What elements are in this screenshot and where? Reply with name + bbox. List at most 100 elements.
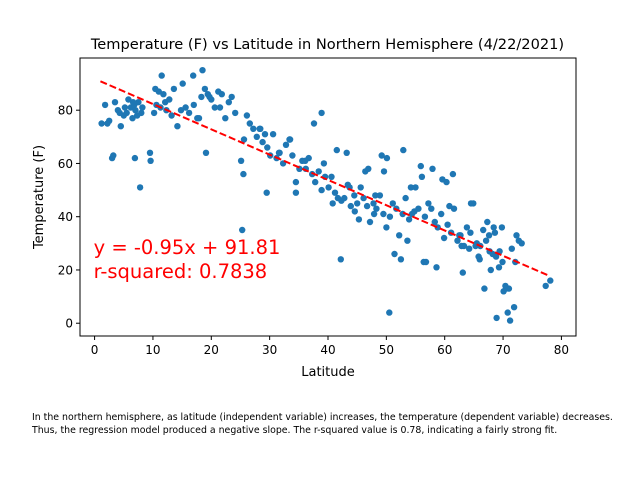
- data-point: [135, 99, 142, 106]
- data-point: [286, 136, 294, 143]
- data-point: [421, 213, 429, 220]
- data-point: [347, 202, 354, 210]
- data-point: [365, 165, 372, 172]
- data-point: [264, 144, 271, 151]
- data-point: [493, 314, 500, 322]
- data-point: [131, 154, 139, 162]
- data-point: [405, 216, 413, 223]
- data-point: [337, 256, 344, 263]
- data-point: [422, 258, 430, 266]
- data-point: [360, 194, 367, 202]
- data-point: [373, 205, 380, 212]
- data-point: [499, 258, 506, 266]
- data-point: [341, 194, 348, 202]
- data-point: [466, 245, 473, 252]
- data-point: [389, 200, 396, 207]
- data-point: [418, 173, 426, 180]
- data-point: [132, 107, 139, 114]
- data-point: [174, 123, 181, 130]
- data-point: [329, 200, 336, 207]
- plot-frame: [79, 57, 577, 337]
- data-point: [480, 226, 487, 234]
- data-point: [123, 109, 130, 117]
- data-point: [147, 157, 154, 164]
- data-point: [152, 85, 159, 93]
- data-point: [117, 123, 125, 130]
- data-point: [150, 109, 158, 117]
- y-tick-label: 80: [58, 104, 73, 118]
- regression-equation-label: y = -0.95x + 91.81: [94, 236, 281, 259]
- data-point: [198, 93, 205, 101]
- data-point: [383, 154, 391, 162]
- y-tick-label: 60: [58, 157, 73, 171]
- data-point: [136, 184, 144, 191]
- y-tick-label: 0: [65, 317, 73, 331]
- data-point: [433, 264, 440, 271]
- data-point: [199, 67, 206, 74]
- data-point: [407, 184, 415, 191]
- data-point: [495, 264, 503, 271]
- data-point: [282, 141, 290, 148]
- data-point: [454, 237, 461, 244]
- data-point: [411, 208, 418, 215]
- data-point: [190, 101, 197, 109]
- data-point: [318, 109, 325, 117]
- data-point: [195, 115, 203, 122]
- data-point: [259, 138, 266, 146]
- x-axis-label: Latitude: [301, 365, 355, 380]
- data-point: [391, 250, 398, 258]
- data-point: [518, 240, 525, 247]
- y-tick-label: 40: [58, 210, 73, 224]
- data-point: [354, 200, 361, 207]
- x-tick-label: 70: [495, 343, 510, 357]
- data-point: [482, 237, 490, 244]
- data-point: [111, 99, 119, 106]
- data-point: [370, 210, 378, 218]
- data-point: [402, 194, 409, 202]
- data-point: [490, 224, 497, 231]
- data-point: [121, 104, 129, 111]
- data-point: [542, 282, 549, 290]
- data-point: [225, 99, 232, 106]
- data-point: [325, 184, 332, 191]
- y-tick-label: 20: [58, 263, 73, 277]
- data-point: [417, 162, 424, 170]
- data-point: [129, 115, 136, 122]
- data-point: [292, 178, 300, 186]
- data-point: [239, 226, 246, 234]
- r-squared-label: r-squared: 0.7838: [94, 260, 268, 283]
- data-point: [383, 224, 390, 231]
- data-point: [467, 200, 475, 207]
- data-point: [146, 149, 154, 156]
- data-point: [467, 229, 474, 236]
- data-point: [160, 91, 167, 98]
- data-point: [444, 221, 451, 228]
- x-tick-label: 0: [91, 343, 99, 357]
- data-point: [315, 168, 322, 175]
- data-point: [484, 218, 491, 226]
- data-point: [458, 242, 465, 250]
- data-point: [481, 285, 488, 292]
- data-point: [310, 120, 318, 127]
- plot-area: y = -0.95x + 91.81 r-squared: 0.7838: [94, 67, 554, 324]
- data-point: [243, 112, 251, 119]
- data-point: [101, 101, 109, 109]
- data-point: [492, 253, 500, 260]
- data-point: [98, 120, 105, 127]
- data-point: [331, 189, 339, 196]
- regression-line: [100, 80, 551, 277]
- data-point: [289, 152, 296, 159]
- data-point: [439, 176, 446, 183]
- x-tick-label: 40: [320, 343, 335, 357]
- y-axis: 0 20 40 60 80: [58, 104, 80, 331]
- data-point: [412, 184, 419, 191]
- data-point: [370, 200, 377, 207]
- data-point: [237, 157, 245, 164]
- data-point: [179, 80, 186, 87]
- data-point: [216, 104, 224, 111]
- data-point: [491, 229, 499, 236]
- data-point: [104, 120, 111, 127]
- data-point: [190, 72, 197, 79]
- data-point: [431, 218, 438, 226]
- data-point: [228, 93, 235, 101]
